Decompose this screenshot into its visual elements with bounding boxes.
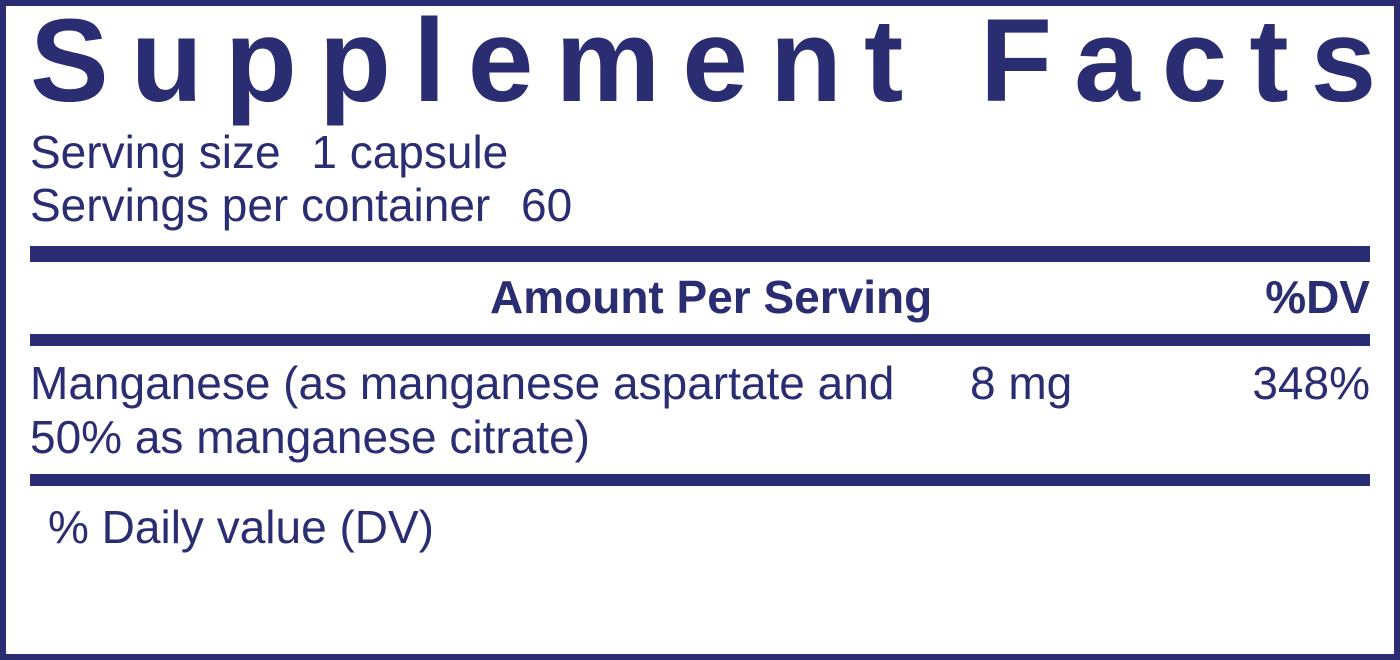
column-spacer [30,270,490,324]
column-amount: Amount Per Serving [490,270,1210,324]
column-dv: %DV [1210,270,1370,324]
serving-size-value: 1 capsule [311,126,508,178]
serving-size-line: Serving size 1 capsule [30,126,1370,179]
ingredient-row: Manganese (as manganese aspartate and 50… [30,356,1370,465]
serving-block: Serving size 1 capsule Servings per cont… [30,126,1370,232]
servings-per-container-line: Servings per container 60 [30,179,1370,232]
ingredient-dv: 348% [1180,356,1370,410]
servings-per-container-label: Servings per container [30,179,490,231]
serving-size-label: Serving size [30,126,281,178]
panel-title: Supplement Facts [30,2,1370,120]
ingredient-name: Manganese (as manganese aspartate and 50… [30,356,960,465]
servings-per-container-value: 60 [521,179,572,231]
dv-footnote: % Daily value (DV) [48,500,1370,554]
ingredient-amount: 8 mg [960,356,1180,410]
divider-medium-2 [30,474,1370,486]
supplement-facts-panel: Supplement Facts Serving size 1 capsule … [0,0,1400,660]
divider-medium-1 [30,334,1370,346]
divider-thick [30,246,1370,262]
column-headers: Amount Per Serving %DV [30,270,1370,324]
